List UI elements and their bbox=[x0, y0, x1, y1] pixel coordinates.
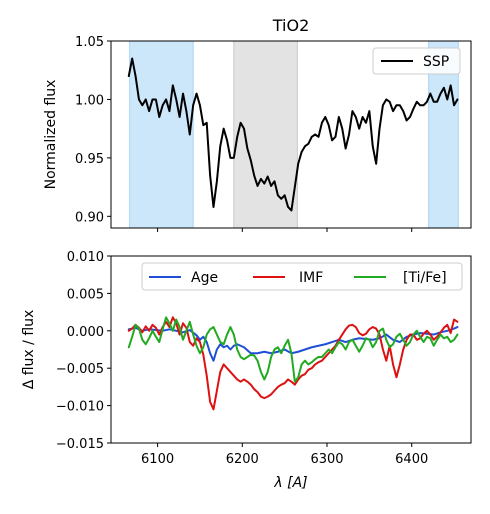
bottom-panel: 6100 6200 6300 6400 −0.015 −0.010 −0.005 0.000… bbox=[21, 250, 472, 491]
top-ylabel: Normalized flux bbox=[43, 80, 59, 190]
y-tick-label: 1.05 bbox=[75, 35, 104, 50]
x-tick-label: 6200 bbox=[226, 452, 259, 467]
top-title: TiO2 bbox=[272, 16, 310, 35]
top-x-ticks bbox=[157, 228, 413, 232]
x-tick-label: 6300 bbox=[310, 452, 343, 467]
bottom-ylabel: Δ flux / flux bbox=[21, 310, 37, 390]
series-line-ti-fe bbox=[127, 316, 459, 383]
blue-band-left bbox=[129, 40, 194, 229]
y-tick-label: −0.010 bbox=[56, 400, 104, 415]
bottom-xlabel: λ [A] bbox=[273, 475, 307, 491]
top-panel: 0.90 0.95 1.00 1.05 TiO2 Normalized flux SS… bbox=[43, 16, 472, 232]
top-legend-box bbox=[372, 47, 461, 75]
central-band bbox=[233, 40, 298, 229]
y-tick-label: 0.000 bbox=[67, 325, 104, 340]
legend-label-age: Age bbox=[191, 270, 218, 286]
x-tick-label: 6100 bbox=[141, 452, 174, 467]
bottom-legend-box bbox=[141, 262, 463, 291]
line-layer bbox=[127, 316, 459, 411]
top-legend: SSP bbox=[372, 47, 461, 75]
series-line-ssp bbox=[127, 57, 459, 212]
legend-label-tife: [Ti/Fe] bbox=[403, 270, 447, 286]
y-tick-label: 0.90 bbox=[75, 210, 104, 225]
y-tick-label: −0.015 bbox=[56, 437, 104, 452]
y-tick-label: −0.005 bbox=[56, 362, 104, 377]
y-tick-label: 0.010 bbox=[67, 250, 104, 265]
bottom-y-ticks: −0.015 −0.010 −0.005 0.000 0.005 0.010 bbox=[56, 250, 111, 452]
top-axes-frame bbox=[110, 40, 472, 229]
y-tick-label: 0.005 bbox=[67, 287, 104, 302]
top-y-ticks: 0.90 0.95 1.00 1.05 bbox=[75, 35, 111, 225]
y-tick-label: 1.00 bbox=[75, 93, 104, 108]
line-layer bbox=[127, 57, 459, 212]
bottom-x-ticks: 6100 6200 6300 6400 bbox=[141, 443, 428, 467]
legend-label-imf: IMF bbox=[299, 270, 323, 286]
series-line-imf bbox=[127, 316, 459, 411]
bottom-axes-frame bbox=[110, 255, 472, 444]
legend-label-ssp: SSP bbox=[423, 54, 449, 70]
bottom-legend: Age IMF [Ti/Fe] bbox=[141, 262, 463, 291]
x-tick-label: 6400 bbox=[395, 452, 428, 467]
y-tick-label: 0.95 bbox=[75, 152, 104, 167]
